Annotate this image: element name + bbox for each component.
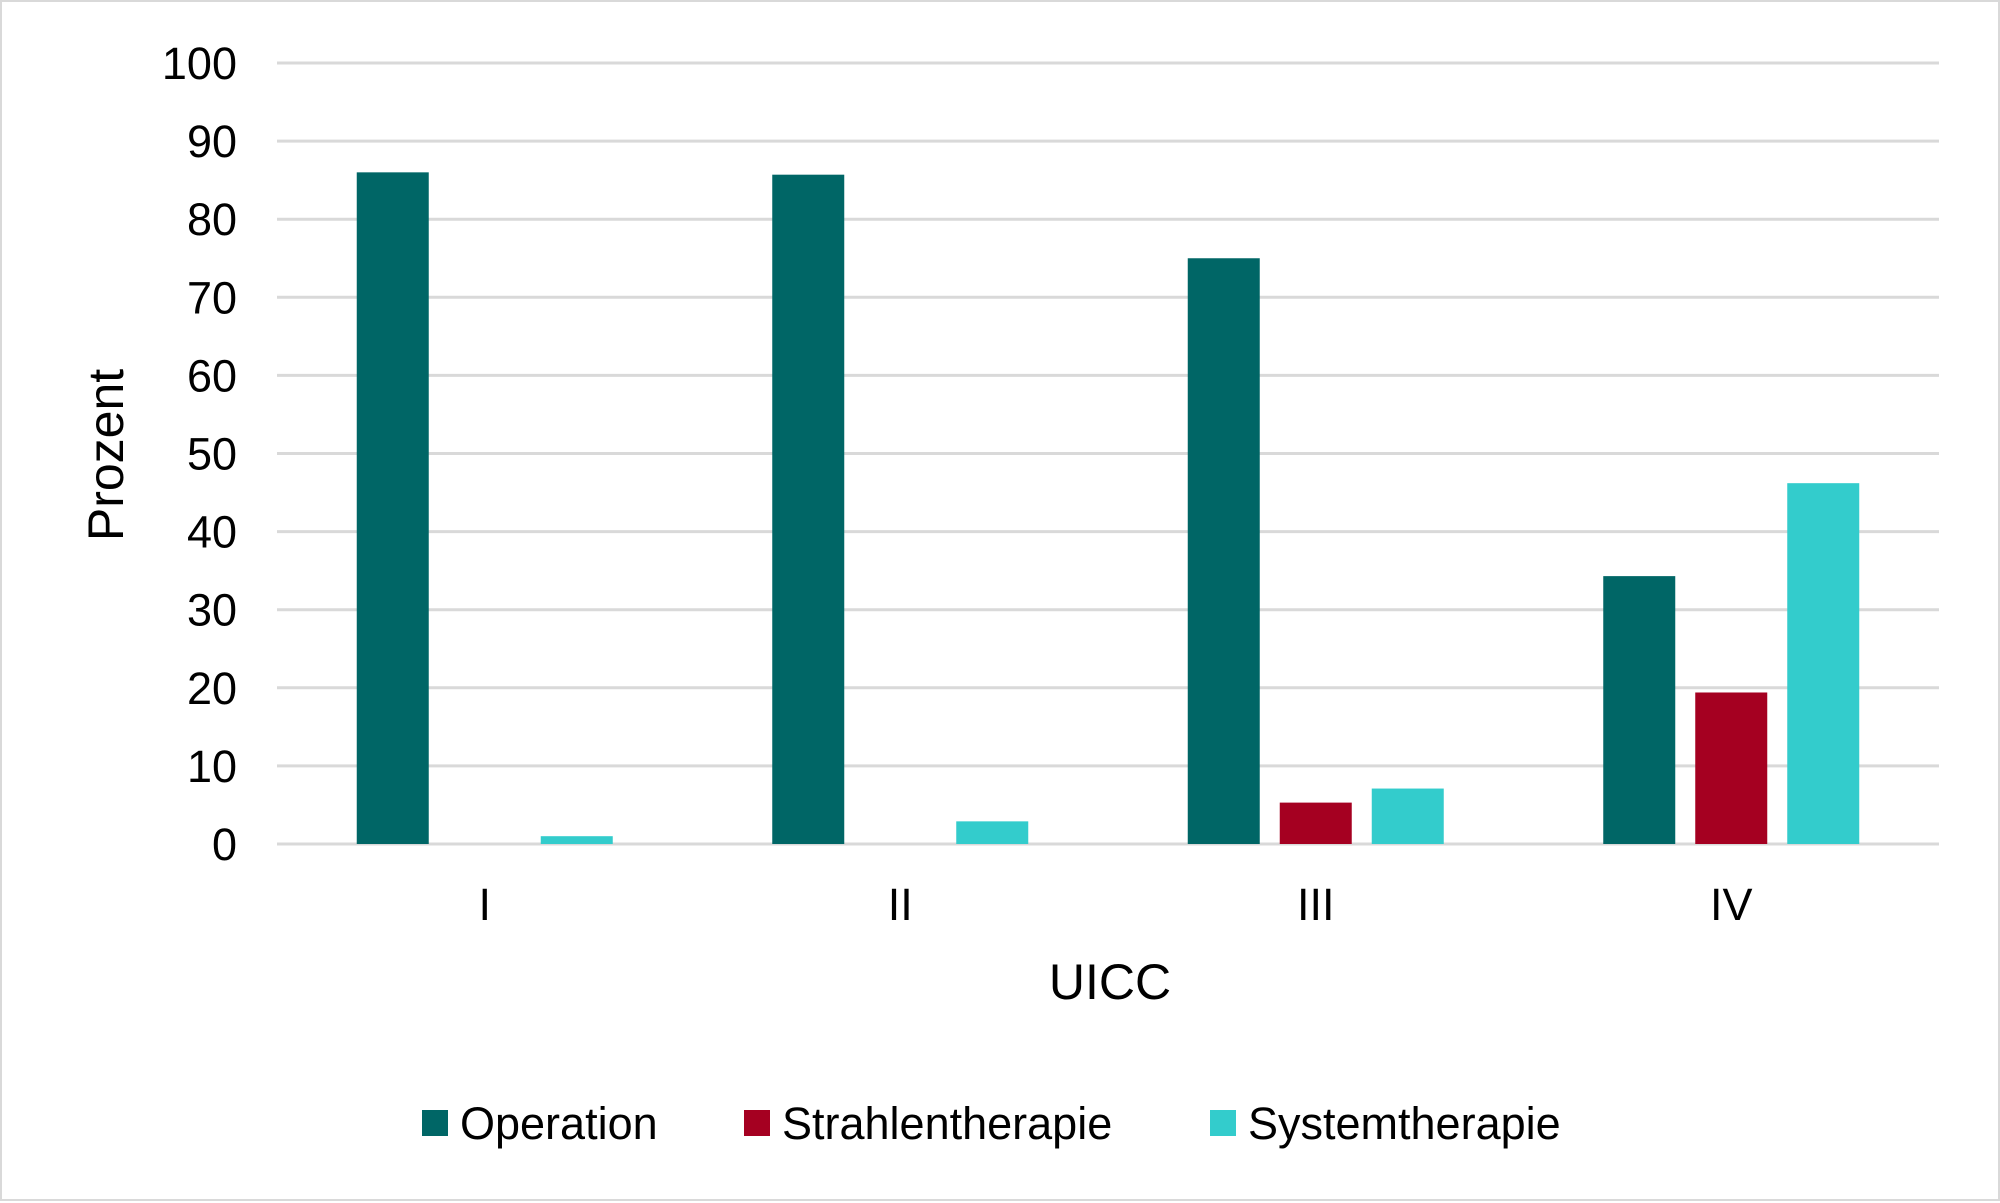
bar-operation-II: [772, 174, 845, 845]
x-axis-ticks: I II III IV: [478, 879, 1752, 930]
x-axis-title: UICC: [1049, 954, 1171, 1010]
bar-systemtherapie-IV: [1787, 483, 1860, 844]
legend-item-systemtherapie: Systemtherapie: [1210, 1098, 1561, 1149]
legend-swatch: [422, 1110, 448, 1136]
y-tick-label: 60: [187, 350, 237, 401]
y-tick-label: 90: [187, 116, 237, 167]
y-axis-title: Prozent: [78, 369, 134, 541]
bars: [356, 172, 1860, 845]
legend-item-strahlentherapie: Strahlentherapie: [744, 1098, 1112, 1149]
y-tick-label: 0: [212, 819, 237, 870]
legend: Operation Strahlentherapie Systemtherapie: [422, 1098, 1561, 1149]
legend-item-operation: Operation: [422, 1098, 658, 1149]
y-tick-label: 70: [187, 272, 237, 323]
x-tick-label: I: [478, 879, 491, 930]
legend-label: Systemtherapie: [1248, 1098, 1561, 1149]
x-tick-label: IV: [1710, 879, 1753, 930]
y-axis-ticks: 0 10 20 30 40 50 60 70 80 90 100: [162, 38, 237, 870]
bar-strahlentherapie-III: [1279, 802, 1352, 844]
x-tick-label: III: [1297, 879, 1335, 930]
bar-systemtherapie-III: [1371, 788, 1444, 844]
bar-operation-I: [356, 172, 429, 845]
legend-label: Operation: [460, 1098, 658, 1149]
x-tick-label: II: [888, 879, 913, 930]
y-tick-label: 40: [187, 507, 237, 558]
legend-swatch: [744, 1110, 770, 1136]
y-tick-label: 50: [187, 429, 237, 480]
bar-strahlentherapie-IV: [1695, 692, 1768, 844]
y-tick-label: 20: [187, 663, 237, 714]
legend-swatch: [1210, 1110, 1236, 1136]
bar-systemtherapie-I: [540, 836, 613, 844]
y-tick-label: 100: [162, 38, 237, 89]
y-tick-label: 80: [187, 194, 237, 245]
y-tick-label: 10: [187, 741, 237, 792]
bar-operation-III: [1187, 258, 1260, 844]
bar-operation-IV: [1603, 576, 1676, 844]
y-tick-label: 30: [187, 585, 237, 636]
gridlines: [277, 61, 1939, 846]
legend-label: Strahlentherapie: [782, 1098, 1112, 1149]
bar-systemtherapie-II: [956, 821, 1029, 844]
